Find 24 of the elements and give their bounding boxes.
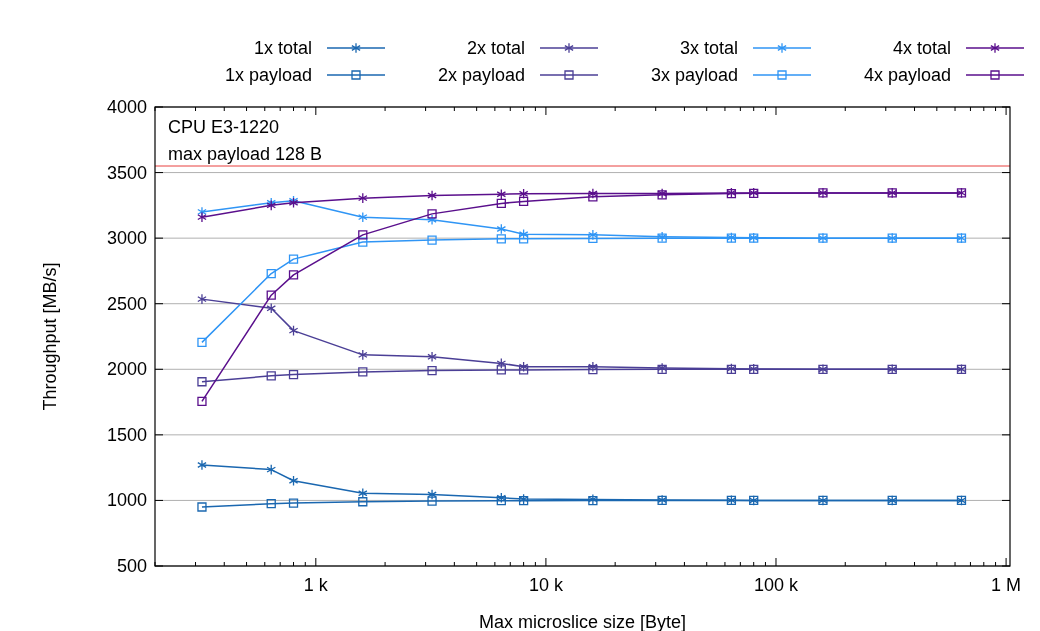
x-tick-label: 1 k <box>303 575 329 595</box>
y-tick-label: 2500 <box>106 293 147 314</box>
legend-label: 1x total <box>253 38 312 58</box>
y-axis-title: Throughput [MB/s] <box>40 262 60 411</box>
y-tick-label: 4000 <box>106 97 147 117</box>
y-tick-label: 3500 <box>106 162 147 183</box>
annotation: CPU E3-1220 <box>168 117 280 137</box>
legend-label: 3x payload <box>650 65 738 85</box>
x-tick-label: 1 M <box>991 575 1022 595</box>
y-tick-label: 3000 <box>106 228 147 249</box>
y-tick-label: 1000 <box>106 490 147 511</box>
y-tick-label: 500 <box>116 556 147 576</box>
x-axis-title: Max microslice size [Byte] <box>478 612 687 631</box>
x-tick-label: 100 k <box>753 575 799 595</box>
legend-label: 3x total <box>679 38 738 58</box>
x-tick-label: 10 k <box>528 575 564 595</box>
y-tick-label: 2000 <box>106 359 147 380</box>
y-tick-label: 1500 <box>106 424 147 445</box>
legend-label: 2x total <box>466 38 525 58</box>
legend-label: 2x payload <box>437 65 525 85</box>
legend-label: 4x payload <box>863 65 951 85</box>
annotation: max payload 128 B <box>168 144 323 164</box>
legend-label: 4x total <box>892 38 951 58</box>
legend-label: 1x payload <box>224 65 312 85</box>
